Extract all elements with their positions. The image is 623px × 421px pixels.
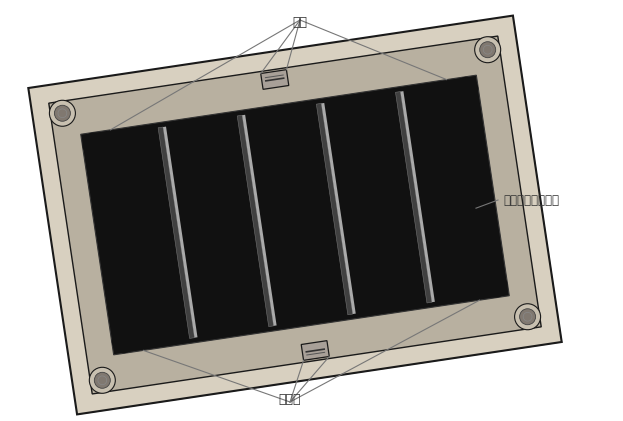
Circle shape [480, 42, 496, 58]
Polygon shape [396, 91, 432, 303]
Polygon shape [163, 127, 197, 338]
Text: 空气板: 空气板 [278, 393, 302, 406]
Circle shape [54, 105, 70, 121]
Circle shape [475, 37, 501, 63]
Text: 氟板: 氟板 [293, 16, 308, 29]
Polygon shape [321, 103, 356, 314]
Circle shape [483, 274, 508, 298]
Polygon shape [301, 341, 330, 360]
Polygon shape [49, 36, 541, 394]
Polygon shape [237, 115, 273, 327]
Polygon shape [28, 16, 562, 414]
Circle shape [520, 309, 536, 325]
Circle shape [454, 77, 478, 101]
Polygon shape [260, 69, 289, 89]
Circle shape [49, 100, 75, 126]
Circle shape [89, 367, 115, 393]
Text: 加工完成后的碳板: 加工完成后的碳板 [503, 194, 559, 206]
Polygon shape [158, 127, 194, 338]
Circle shape [94, 372, 110, 388]
Polygon shape [316, 104, 353, 315]
Polygon shape [242, 115, 277, 326]
Circle shape [112, 329, 136, 353]
Polygon shape [401, 91, 435, 302]
Circle shape [515, 304, 541, 330]
Polygon shape [81, 75, 509, 355]
Circle shape [82, 132, 107, 156]
